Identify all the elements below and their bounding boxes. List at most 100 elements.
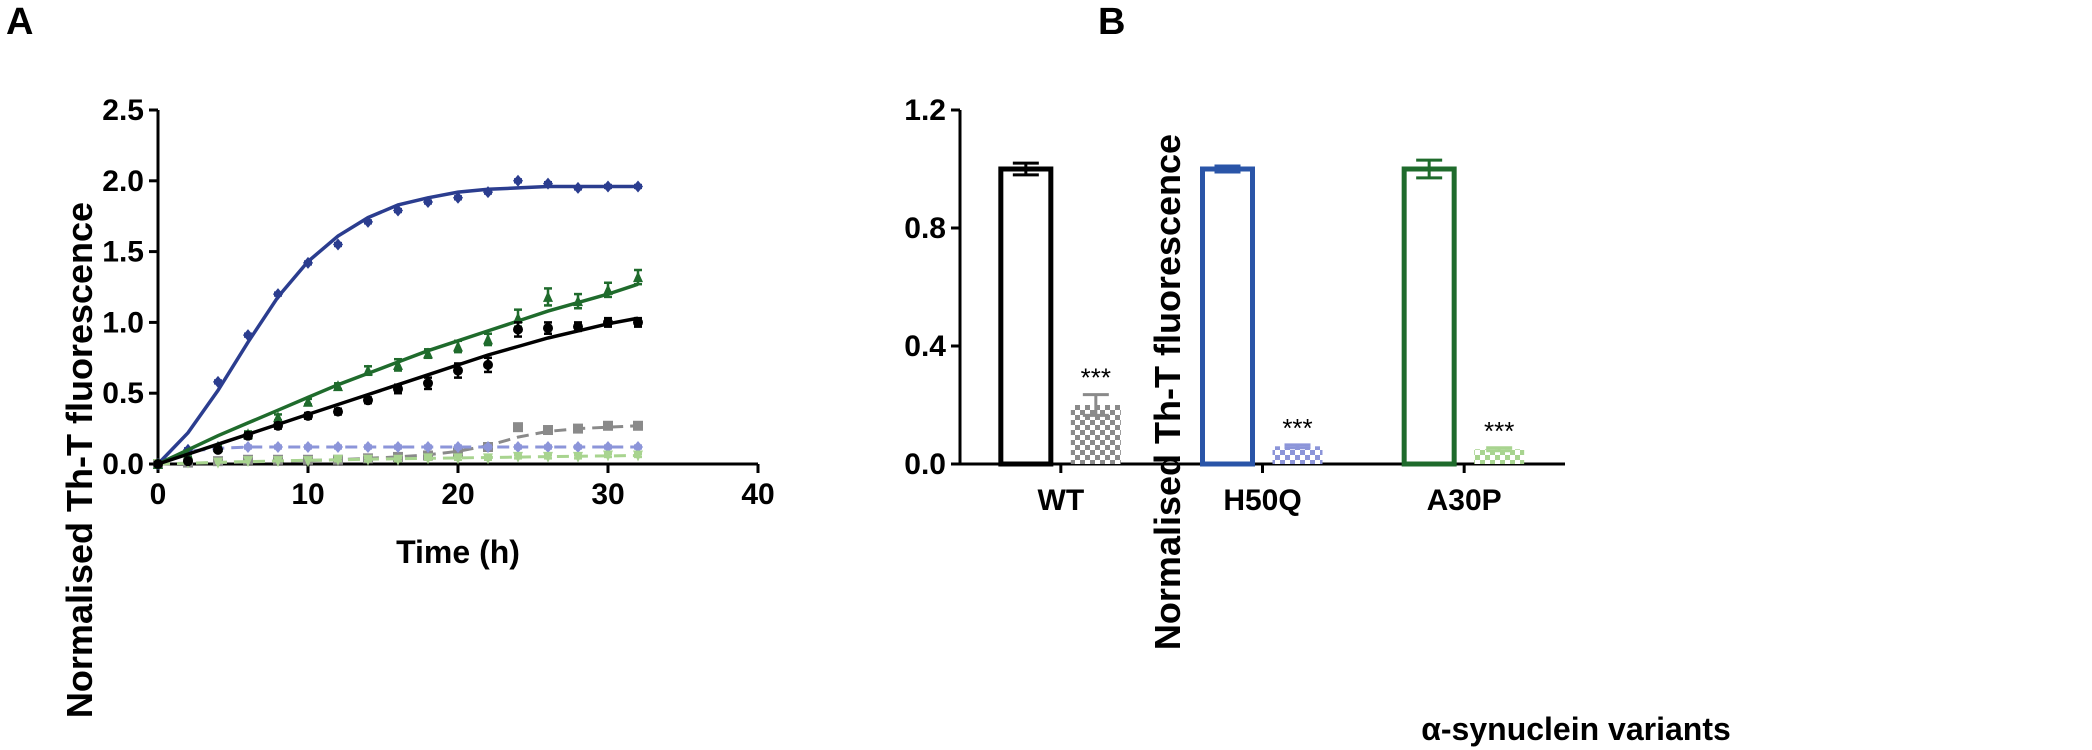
chart-a-data-point — [483, 359, 493, 370]
chart-b-y-tick-label: 0.0 — [904, 448, 946, 481]
chart-a-data-point — [333, 380, 343, 392]
chart-a-data-point — [543, 290, 553, 302]
chart-a-data-point — [633, 180, 643, 193]
chart-b-bar-plot: 0.0 0.4 0.8 1.2 WT *** H50Q *** A30P *** — [904, 94, 1565, 517]
chart-b-y-tick-label: 1.2 — [904, 94, 946, 127]
chart-a-y-tick-label: 0.0 — [102, 448, 144, 481]
chart-a-data-point — [213, 444, 223, 455]
chart-a-data-point — [453, 340, 463, 352]
chart-a-data-point — [393, 441, 403, 454]
chart-a-data-point — [633, 420, 643, 431]
chart-b-category-label: WT — [1038, 484, 1085, 517]
chart-a-data-point — [483, 186, 493, 199]
chart-a-data-point — [273, 456, 283, 468]
chart-a-data-point — [423, 347, 433, 359]
chart-a-data-point — [603, 317, 613, 328]
chart-b-bar-a30p-control — [1401, 158, 1457, 467]
chart-b-bar-wt-control — [998, 161, 1054, 467]
chart-b-y-tick-label: 0.8 — [904, 212, 946, 245]
chart-a-data-point — [153, 459, 163, 469]
chart-a-x-tick-label: 0 — [150, 478, 167, 511]
chart-a-data-point — [213, 375, 223, 388]
chart-a-data-point — [603, 450, 613, 462]
chart-a-series-a30p — [153, 268, 643, 469]
chart-a-data-point — [633, 271, 643, 283]
chart-a-data-point — [333, 441, 343, 454]
chart-a-data-point — [543, 177, 553, 190]
chart-a-data-point — [453, 453, 463, 465]
chart-a-data-point — [573, 295, 583, 307]
chart-a-data-point — [513, 324, 523, 335]
chart-a-data-point — [543, 451, 553, 463]
chart-b-bar — [998, 166, 1054, 467]
chart-b-significance-label: *** — [1282, 413, 1312, 443]
chart-a-data-point — [543, 441, 553, 454]
panel-b-label: B — [1098, 1, 1125, 43]
chart-a-series-wt — [153, 316, 643, 469]
chart-a-data-point — [603, 180, 613, 193]
chart-a-data-point — [423, 441, 433, 454]
chart-a-data-point — [213, 457, 223, 469]
chart-a-data-point — [243, 456, 253, 468]
chart-b-significance-label: *** — [1081, 363, 1111, 393]
chart-a-x-tick-label: 40 — [741, 478, 774, 511]
chart-a-data-point — [573, 423, 583, 434]
chart-a-data-point — [603, 441, 613, 454]
chart-a-x-axis-label: Time (h) — [396, 534, 520, 570]
chart-a-fit-line — [156, 184, 638, 466]
chart-b-bar-wt-treated: *** — [1070, 363, 1121, 464]
panel-a-label: A — [6, 1, 33, 43]
chart-a-data-point — [303, 395, 313, 407]
chart-b-bar-a30p-treated: *** — [1474, 416, 1525, 464]
chart-b-bar — [1272, 446, 1323, 464]
chart-a-data-point — [303, 456, 313, 468]
chart-b-significance-label: *** — [1484, 416, 1514, 446]
chart-a-data-point — [633, 441, 643, 454]
chart-a-data-point — [273, 288, 283, 301]
chart-a-y-tick-label: 2.0 — [102, 165, 144, 198]
chart-a-data-point — [453, 441, 463, 454]
chart-a-y-axis-label: Normalised Th-T fluorescence — [59, 202, 100, 718]
chart-a-data-point — [363, 454, 373, 466]
chart-a-data-point — [363, 215, 373, 228]
chart-a-data-point — [453, 365, 463, 376]
chart-a-data-point — [513, 422, 523, 433]
chart-a-line-plot: 0 10 20 30 40 0.0 0.5 1.0 1.5 2.0 2.5 — [102, 94, 774, 511]
chart-a-data-point — [423, 453, 433, 465]
chart-a-data-point — [243, 441, 253, 454]
chart-a-data-point — [393, 383, 403, 394]
chart-b-bar-h50q-treated: *** — [1272, 413, 1323, 464]
chart-b-category-label: A30P — [1427, 484, 1502, 517]
chart-b-y-tick-label: 0.4 — [904, 330, 946, 363]
chart-b-y-axis-label: Normalised Th-T fluorescence — [1147, 134, 1188, 650]
chart-a-data-point — [633, 450, 643, 462]
chart-a-fit-line — [157, 454, 639, 466]
chart-a-data-point — [513, 451, 523, 463]
chart-a-data-point — [243, 430, 253, 441]
chart-a-data-point — [513, 174, 523, 187]
chart-b-category-label: H50Q — [1223, 484, 1301, 517]
chart-a-data-point — [303, 410, 313, 421]
chart-b-x-axis-label: α-synuclein variants — [1421, 711, 1731, 747]
chart-a-data-point — [423, 196, 433, 209]
chart-b-bar — [1200, 166, 1255, 467]
chart-a-series-h50q — [153, 174, 643, 470]
chart-a-data-point — [393, 454, 403, 466]
chart-a-data-point — [513, 312, 523, 324]
chart-a-data-point — [453, 191, 463, 204]
chart-b-bar — [1474, 449, 1525, 464]
chart-a-data-point — [303, 441, 313, 454]
chart-a-data-point — [273, 420, 283, 431]
chart-a-data-point — [483, 333, 493, 345]
chart-a-data-point — [603, 283, 613, 295]
chart-a-data-point — [573, 321, 583, 332]
chart-a-data-point — [303, 256, 313, 269]
chart-a-x-tick-label: 10 — [291, 478, 324, 511]
chart-a-x-tick-label: 30 — [591, 478, 624, 511]
chart-a-data-point — [243, 329, 253, 342]
chart-b-bar — [1401, 166, 1457, 467]
chart-a-data-point — [273, 441, 283, 454]
chart-a-data-point — [573, 181, 583, 194]
chart-a-data-point — [573, 451, 583, 463]
chart-a-data-point — [183, 456, 193, 467]
